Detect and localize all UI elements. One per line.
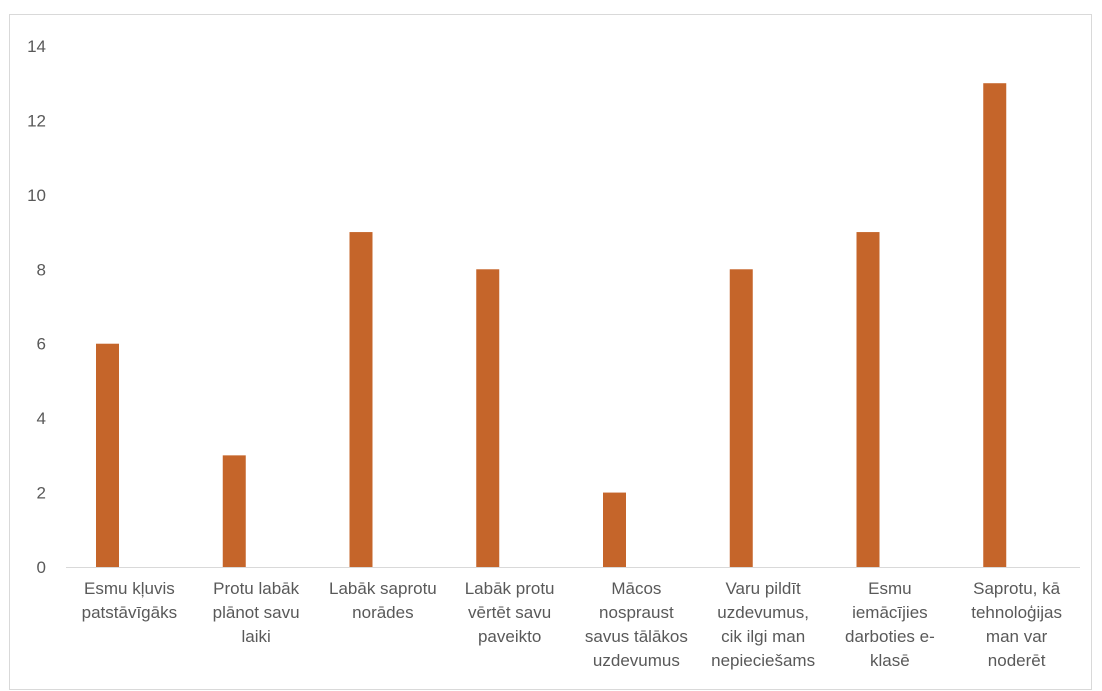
x-tick-label: Labāk saprotu norādes — [329, 579, 437, 622]
x-tick-label-line: vērtēt savu — [468, 603, 551, 622]
x-tick-label-line: plānot savu — [213, 603, 300, 622]
x-tick-label: Saprotu, kā tehnoloģijas man var noderēt — [971, 579, 1062, 670]
x-tick-label-line: Mācos — [611, 579, 661, 598]
x-tick-label-line: patstāvīgāks — [82, 603, 177, 622]
chart-area: 0 2 4 6 8 10 12 14 Esmu kļuvis patstāvīgāks Protu… — [9, 14, 1092, 690]
x-tick-label-line: Varu pildīt — [725, 579, 801, 598]
x-tick-label-line: Labāk saprotu — [329, 579, 437, 598]
x-tick-label-line: nospraust — [599, 603, 674, 622]
y-tick-label: 4 — [37, 409, 46, 428]
x-tick-label: Varu pildīt uzdevumus, cik ilgi man nepieci… — [711, 579, 815, 670]
x-tick-label-line: klasē — [870, 651, 910, 670]
x-tick-label-line: uzdevumus, — [717, 603, 809, 622]
x-tick-label-line: Saprotu, kā — [973, 579, 1060, 598]
x-tick-label-line: paveikto — [478, 627, 541, 646]
y-tick-label: 10 — [27, 186, 46, 205]
x-tick-label-line: Esmu kļuvis — [84, 579, 175, 598]
bar — [856, 232, 880, 568]
x-tick-label-line: laiki — [241, 627, 270, 646]
bars — [96, 83, 1007, 568]
x-tick-label-line: Protu labāk — [213, 579, 299, 598]
x-tick-label-line: tehnoloģijas — [971, 603, 1062, 622]
x-tick-label-line: iemācījies — [852, 603, 928, 622]
x-tick-label-line: noderēt — [988, 651, 1046, 670]
bar-chart: 0 2 4 6 8 10 12 14 Esmu kļuvis patstāvīgāks Protu… — [27, 37, 1080, 670]
x-tick-label: Protu labāk plānot savu laiki — [213, 579, 300, 646]
x-tick-label-line: uzdevumus — [593, 651, 680, 670]
x-tick-label: Esmu iemācījies darboties e-klasē — [845, 579, 935, 670]
y-tick-label: 8 — [37, 260, 46, 279]
bar — [983, 83, 1007, 567]
y-tick-label: 6 — [37, 335, 46, 354]
x-tick-label: Labāk protu vērtēt savu paveikto — [465, 579, 555, 646]
y-tick-label: 12 — [27, 111, 46, 130]
bar — [476, 269, 500, 567]
bar — [96, 343, 119, 567]
y-axis-ticks: 0 2 4 6 8 10 12 14 — [27, 37, 46, 577]
x-tick-label-line: Labāk protu — [465, 579, 555, 598]
x-axis-labels: Esmu kļuvis patstāvīgāks Protu labāk plānot… — [82, 579, 1062, 670]
y-tick-label: 14 — [27, 37, 46, 56]
x-tick-label-line: nepieciešams — [711, 651, 815, 670]
bar — [349, 232, 373, 568]
bar — [729, 269, 753, 567]
bar — [222, 455, 246, 567]
y-tick-label: 2 — [37, 484, 46, 503]
x-tick-label-line: man var — [986, 627, 1048, 646]
bar — [603, 492, 626, 567]
x-tick-label-line: savus tālākos — [585, 627, 688, 646]
x-tick-label-line: cik ilgi man — [721, 627, 805, 646]
x-tick-label-line: norādes — [352, 603, 413, 622]
x-tick-label-line: Esmu — [868, 579, 911, 598]
y-tick-label: 0 — [37, 558, 46, 577]
x-tick-label: Mācos nospraust savus tālākos uzdevumus — [585, 579, 688, 670]
x-tick-label-line: darboties e- — [845, 627, 935, 646]
x-tick-label: Esmu kļuvis patstāvīgāks — [82, 579, 177, 622]
